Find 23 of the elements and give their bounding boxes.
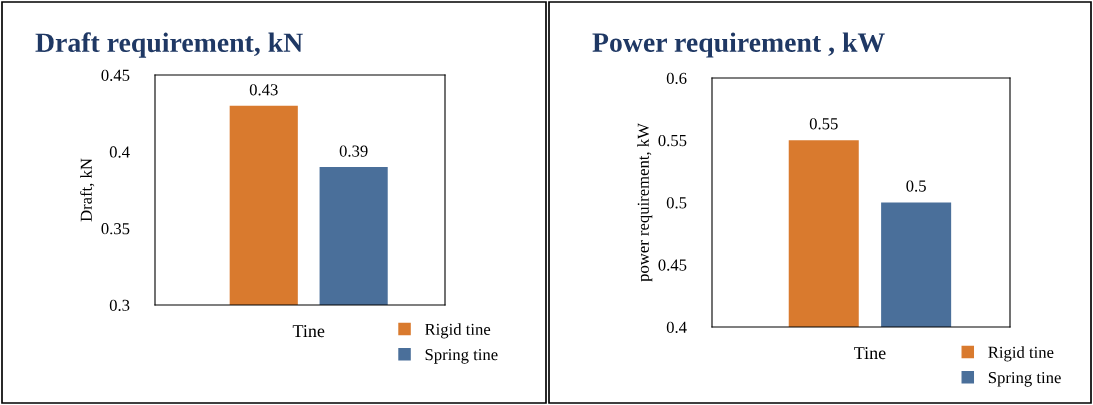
data-label: 0.39 [339, 145, 368, 157]
y-tick-label: 0.5 [666, 197, 687, 209]
y-tick-label: 0.45 [101, 69, 130, 82]
x-tick-label: Tine [292, 325, 325, 338]
chart-title: Power requirement , kW [592, 32, 885, 58]
y-tick-label: 0.35 [101, 223, 130, 235]
data-label: 0.5 [906, 180, 926, 192]
x-tick-label: Tine [854, 347, 886, 360]
y-tick-label: 0.55 [658, 134, 687, 147]
legend-label: Spring tine [425, 349, 498, 364]
legend-label: Spring tine [988, 372, 1061, 387]
y-tick-label: 0.4 [109, 146, 130, 158]
data-label: 0.43 [249, 84, 278, 96]
y-axis-title: Draft, kN [79, 158, 95, 222]
data-label: 0.55 [809, 118, 838, 130]
y-tick-label: 0.3 [109, 299, 130, 312]
legend-label: Rigid tine [988, 346, 1054, 362]
y-tick-label: 0.6 [666, 72, 687, 85]
y-tick-label: 0.4 [666, 321, 687, 334]
y-axis-title: power requirement, kW [637, 123, 653, 282]
y-tick-label: 0.45 [658, 259, 687, 271]
chart-title: Draft requirement, kN [35, 32, 303, 58]
legend-label: Rigid tine [425, 323, 491, 339]
